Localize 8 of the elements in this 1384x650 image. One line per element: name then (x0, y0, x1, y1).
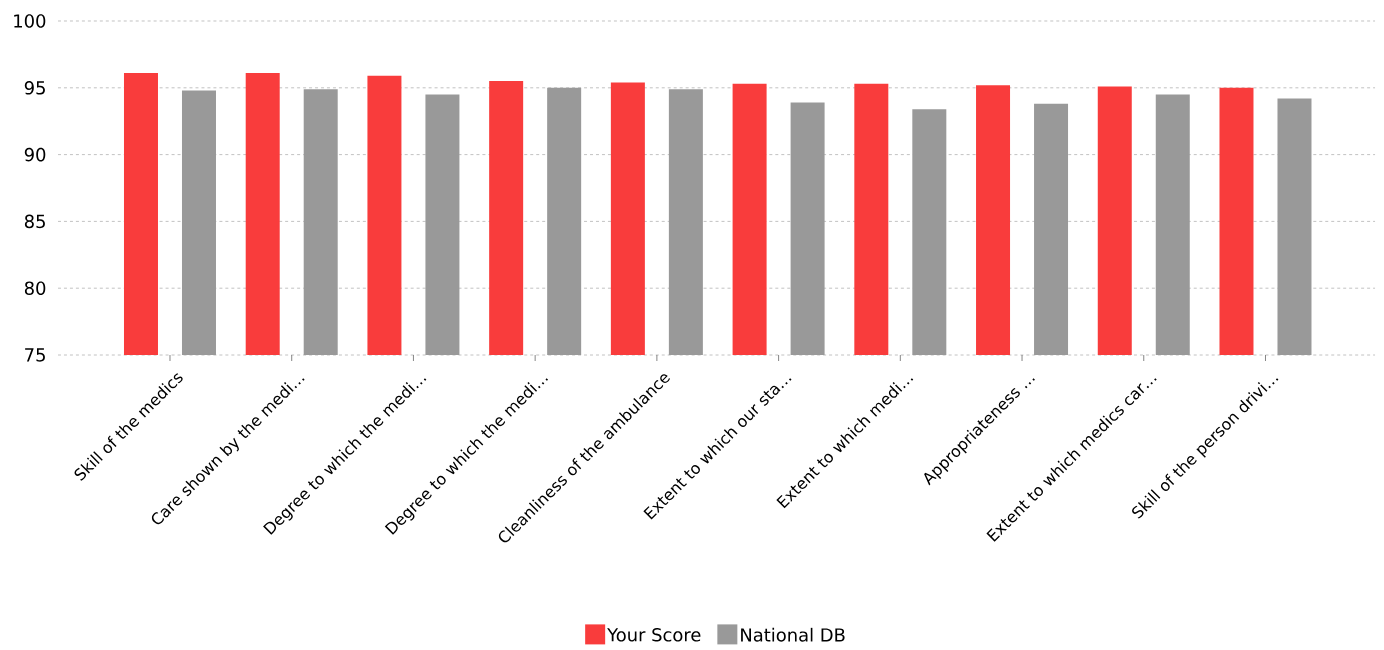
y-tick-label: 75 (25, 348, 45, 362)
y-tick-label: 95 (24, 81, 45, 95)
y-tick-label: 85 (24, 214, 45, 229)
legend-label: National DB (741, 627, 845, 642)
y-tick-label: 100 (14, 14, 46, 28)
y-tick-label: 80 (24, 281, 46, 295)
legend-label: Your Score (607, 627, 701, 642)
y-tick-label: 90 (24, 147, 46, 162)
